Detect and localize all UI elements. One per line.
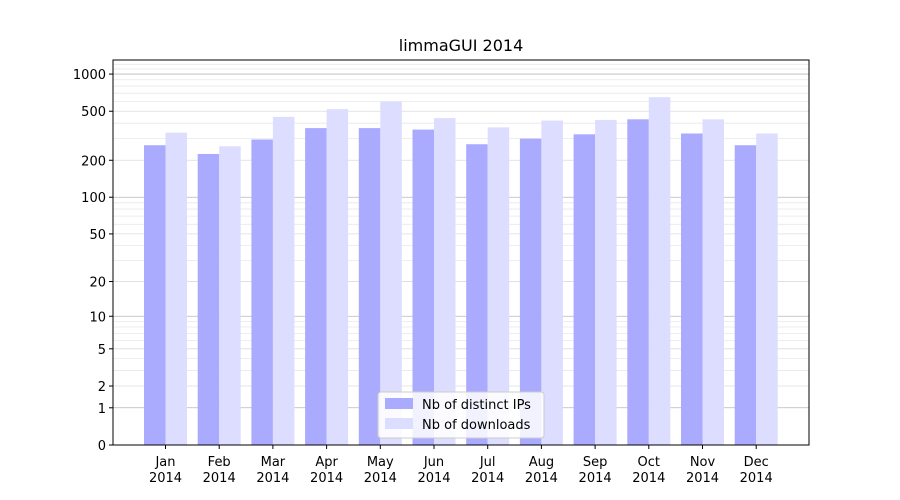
y-axis: 0 1 2 5 10 20 50 100 200 500 1000 [73,68,113,454]
x-tick-label-month: Nov [690,455,716,470]
x-tick-label-year: 2014 [310,471,343,486]
x-tick-label-year: 2014 [686,471,719,486]
x-tick-label-year: 2014 [525,471,558,486]
bar-downloads [756,133,778,445]
y-tick-label: 20 [89,276,106,291]
x-tick-label-month: Jan [154,455,175,470]
bar-downloads [434,118,456,445]
y-tick-label: 0 [98,439,106,454]
x-tick-label-year: 2014 [579,471,612,486]
x-tick-label-month: May [367,455,394,470]
y-tick-label: 2 [98,380,106,395]
chart-title: limmaGUI 2014 [399,36,524,55]
plot-frame [112,59,810,446]
bar-distinct-ips [305,128,327,445]
x-tick-label-year: 2014 [149,471,182,486]
legend-swatch [385,398,413,409]
bars [144,97,778,446]
bar-distinct-ips [519,138,542,445]
bar-downloads [219,146,241,445]
y-tick-label: 100 [81,191,106,206]
bar-downloads [648,97,671,445]
legend-swatch [385,418,413,429]
x-tick-label-year: 2014 [256,471,289,486]
x-tick-label-month: Aug [529,455,554,470]
x-tick-label-month: Jul [479,455,496,470]
x-tick-label-month: Jun [423,455,444,470]
x-tick-label-month: Sep [583,455,608,470]
y-tick-label: 1 [98,402,106,417]
bar-distinct-ips [358,128,381,445]
legend-label: Nb of downloads [422,418,531,433]
x-tick-label-year: 2014 [417,471,450,486]
x-tick-label-year: 2014 [471,471,504,486]
y-tick-label: 50 [89,228,106,243]
x-tick-label-month: Dec [744,455,769,470]
bar-distinct-ips [251,139,273,445]
bar-downloads [165,132,187,446]
x-tick-label-month: Oct [638,455,660,470]
bar-distinct-ips [627,119,649,446]
legend: Nb of distinct IPs Nb of downloads [377,391,545,439]
x-tick-label-year: 2014 [740,471,773,486]
x-tick-label-month: Apr [315,455,338,470]
y-tick-label: 10 [89,310,106,325]
y-tick-label: 1000 [73,68,106,83]
legend-box [377,391,545,439]
bar-downloads [326,109,349,445]
bar-downloads [272,116,295,446]
bar-downloads [595,119,617,445]
bar-downloads [487,127,510,446]
bar-distinct-ips [197,153,220,445]
bar-distinct-ips [681,133,703,445]
x-tick-label-month: Feb [208,455,231,470]
y-tick-label: 200 [81,154,106,169]
bar-distinct-ips [412,129,434,445]
bar-distinct-ips [466,144,488,446]
bar-distinct-ips [734,145,757,445]
x-tick-label-year: 2014 [203,471,236,486]
bar-downloads [380,101,402,446]
bar-downloads [541,120,563,445]
x-tick-label-year: 2014 [364,471,397,486]
y-tick-label: 500 [81,105,106,120]
y-tick-label: 5 [98,343,106,358]
bar-distinct-ips [573,134,596,445]
x-tick-label-month: Mar [261,455,286,470]
x-axis: Jan2014Feb2014Mar2014Apr2014May2014Jun20… [149,445,773,486]
legend-label: Nb of distinct IPs [422,398,531,413]
bar-downloads [702,119,724,446]
x-tick-label-year: 2014 [632,471,665,486]
bar-distinct-ips [144,145,166,445]
